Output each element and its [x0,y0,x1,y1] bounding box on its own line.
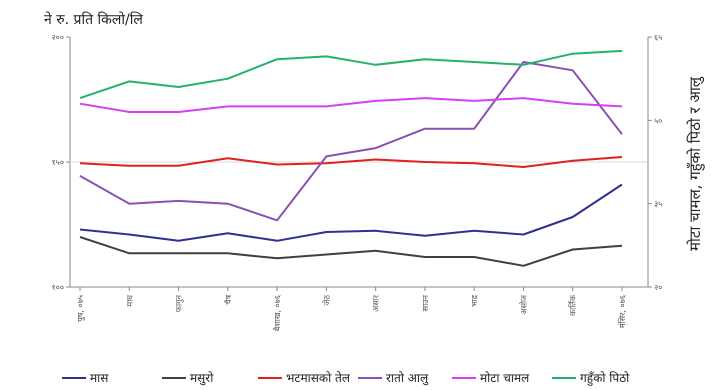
series-line [79,49,623,100]
legend-label: मास [90,371,109,385]
legend-label: भटमासको तेल [286,371,351,385]
right-tick-label: २० [654,283,662,292]
x-tick-label: चैत्र [223,294,233,304]
series-lines [79,49,623,267]
x-tick-label: मंसिर, ०७६ [617,295,627,328]
left-axis-ticks: १०० १५० २०० [52,33,70,292]
series-line [79,97,623,113]
left-tick-label: १०० [52,283,64,292]
right-tick-label: ६५ [654,33,662,42]
legend-label: रातो आलु [386,371,429,386]
x-tick-label: जेठ [321,295,331,306]
x-tick-label: पुष, ०७५ [76,295,86,322]
x-tick-label: कार्तिक [568,294,578,316]
legend-label: गहुँको पिठो [580,371,630,386]
legend-label: मसुरो [190,371,214,386]
left-tick-label: २०० [52,33,64,42]
legend: मास मसुरो भटमासको तेल रातो आलु मोटा चामल गहुँ… [62,371,630,386]
x-tick-label: असार [372,294,381,312]
left-tick-label: १५० [52,158,64,167]
x-tick-label: बैशाख, ०७६ [272,295,282,331]
x-tick-label: साउन [421,294,430,311]
right-tick-label: ३५ [654,200,662,209]
x-tick-label: असोज [518,294,528,315]
series-line [79,156,623,168]
x-axis-ticks: पुष, ०७५ माघ फागुन चैत्र बैशाख, ०७६ जेठ असार सा… [76,287,627,331]
x-tick-label: भाद्र [470,294,479,307]
unit-label: ने रु. प्रति किलो/लि [44,11,143,28]
x-tick-label: फागुन [175,294,185,312]
series-line [79,236,623,267]
series-line [79,183,623,242]
right-axis-label: मोटा चामल, गहुँको पिठो र आलु [686,76,705,251]
right-axis-ticks: २० ३५ ५० ६५ [648,33,662,292]
x-tick-label: माघ [125,295,134,307]
right-tick-label: ५० [654,116,662,125]
legend-label: मोटा चामल [480,371,530,385]
